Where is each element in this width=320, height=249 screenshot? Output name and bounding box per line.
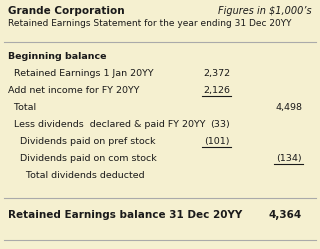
Text: Retained Earnings Statement for the year ending 31 Dec 20YY: Retained Earnings Statement for the year…: [8, 19, 292, 28]
Text: (134): (134): [276, 154, 302, 163]
Text: 4,498: 4,498: [275, 103, 302, 112]
Text: Total: Total: [8, 103, 36, 112]
Text: Total dividends deducted: Total dividends deducted: [8, 171, 145, 180]
Text: Retained Earnings balance 31 Dec 20YY: Retained Earnings balance 31 Dec 20YY: [8, 210, 242, 220]
Text: Less dividends  declared & paid FY 20YY: Less dividends declared & paid FY 20YY: [8, 120, 205, 129]
Text: (101): (101): [204, 137, 230, 146]
Text: (33): (33): [210, 120, 230, 129]
Text: 2,126: 2,126: [203, 86, 230, 95]
Text: Grande Corporation: Grande Corporation: [8, 6, 124, 16]
Text: Beginning balance: Beginning balance: [8, 52, 107, 61]
Text: 4,364: 4,364: [269, 210, 302, 220]
Text: Figures in $1,000’s: Figures in $1,000’s: [218, 6, 312, 16]
Text: 2,372: 2,372: [203, 69, 230, 78]
Text: Dividends paid on com stock: Dividends paid on com stock: [8, 154, 157, 163]
Text: Add net income for FY 20YY: Add net income for FY 20YY: [8, 86, 140, 95]
Text: Retained Earnings 1 Jan 20YY: Retained Earnings 1 Jan 20YY: [8, 69, 154, 78]
Text: Dividends paid on pref stock: Dividends paid on pref stock: [8, 137, 156, 146]
